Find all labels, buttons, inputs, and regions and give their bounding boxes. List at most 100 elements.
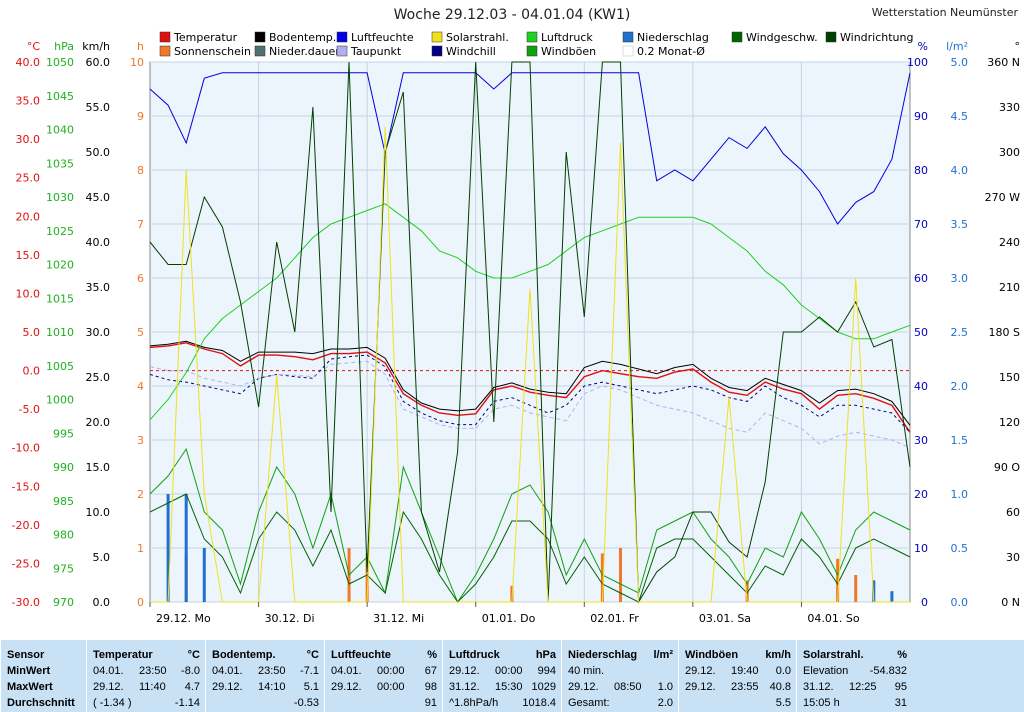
summary-cell-d: 15:05 h (803, 697, 840, 709)
axis-tick-sun: 5 (137, 326, 144, 339)
axis-tick-rain: 5.0 (951, 56, 969, 69)
summary-table: Sensor MinWert MaxWert Durchschnitt Temperat… (0, 640, 1024, 712)
summary-cell-d: 29.12. (685, 681, 716, 693)
axis-tick-rain: 3.5 (951, 218, 969, 231)
legend-label: Windgeschw. (746, 31, 818, 44)
summary-cell-t: 00:00 (377, 681, 405, 693)
summary-cell-v: 98 (424, 681, 437, 693)
axis-unit-direction: ° (1015, 40, 1021, 53)
axis-tick-wind: 55.0 (86, 101, 111, 114)
summary-cell-d: ( -1.34 ) (93, 697, 132, 709)
axis-tick-humidity: 90 (914, 110, 928, 123)
axis-tick-pressure: 1045 (46, 90, 74, 103)
summary-unit: km/h (765, 649, 791, 661)
axis-tick-wind: 40.0 (86, 236, 111, 249)
axis-tick-temp: -20.0 (12, 519, 40, 532)
axis-unit-temp: °C (27, 40, 41, 53)
summary-row: 04.01. 00:00 67 (325, 663, 443, 679)
axis-tick-direction: 150 (999, 371, 1020, 384)
summary-cell-v: 1.0 (657, 681, 673, 693)
summary-row: ^1.8hPa/h 1018.4 (443, 695, 562, 711)
summary-cell-v: 2.0 (657, 697, 673, 709)
axis-tick-rain: 0.5 (951, 542, 969, 555)
axis-tick-humidity: 40 (914, 380, 928, 393)
summary-header: Solarstrahl.% (797, 647, 913, 663)
summary-cell-v: 0.0 (775, 665, 791, 677)
summary-cell-v: 994 (537, 665, 556, 677)
summary-row: 91 (325, 695, 443, 711)
legend-label: Windchill (446, 45, 496, 58)
legend-label: Solarstrahl. (446, 31, 509, 44)
summary-row: 29.12. 19:40 0.0 (679, 663, 797, 679)
axis-tick-sun: 7 (137, 218, 144, 231)
summary-cell-d: Gesamt: (568, 697, 610, 709)
station-name: Wetterstation Neumünster (872, 6, 1019, 19)
series-temperatur (149, 342, 911, 433)
axis-tick-wind: 20.0 (86, 416, 111, 429)
axis-tick-pressure: 975 (53, 562, 74, 575)
summary-cell-t: 23:55 (731, 681, 759, 693)
axis-tick-temp: 0.0 (23, 365, 41, 378)
summary-cell-v: -7.1 (300, 665, 319, 677)
legend-swatch (526, 45, 538, 57)
summary-unit: % (897, 649, 907, 661)
summary-row: -0.53 (206, 695, 325, 711)
axis-tick-wind: 5.0 (93, 551, 111, 564)
summary-cell-v: 1018.4 (522, 697, 556, 709)
axis-tick-sun: 8 (137, 164, 144, 177)
summary-title: Solarstrahl. (803, 649, 864, 661)
summary-cell-t: 19:40 (731, 665, 759, 677)
summary-title: Sensor (7, 649, 45, 661)
legend-label: Temperatur (173, 31, 238, 44)
axis-tick-pressure: 1025 (46, 225, 74, 238)
summary-cell-d: 29.12. (568, 681, 599, 693)
summary-section: Bodentemp. °C 04.01. 23:50 -7.1 29.12. 14:10 5.… (205, 640, 324, 712)
axis-tick-pressure: 990 (53, 461, 74, 474)
legend-swatch (622, 45, 634, 57)
series-windb-en (149, 447, 911, 604)
axis-tick-wind: 0.0 (93, 596, 111, 609)
summary-cell-v: -8.0 (181, 665, 200, 677)
axis-tick-humidity: 70 (914, 218, 928, 231)
legend-swatch (336, 45, 348, 57)
summary-row: 04.01. 23:50 -8.0 (87, 663, 206, 679)
x-label-day: 01.01. Do (482, 612, 536, 625)
axis-tick-wind: 10.0 (86, 506, 111, 519)
legend-label: Nieder.dauer (269, 45, 340, 58)
summary-cell-v: -0.53 (293, 697, 319, 709)
legend-swatch (254, 45, 266, 57)
x-label-day: 31.12. Mi (373, 612, 424, 625)
summary-row: 29.12. 00:00 994 (443, 663, 562, 679)
x-label-day: 29.12. Mo (156, 612, 211, 625)
bar-sonnenschein (365, 553, 369, 602)
summary-section: Luftdruck hPa 29.12. 00:00 994 31.12. 15:30 102… (442, 640, 561, 712)
bar-sonnenschein (600, 553, 604, 602)
summary-cell-v: 67 (424, 665, 437, 677)
summary-row: 29.12. 23:55 40.8 (679, 679, 797, 695)
axis-unit-wind: km/h (82, 40, 110, 53)
axis-tick-humidity: 80 (914, 164, 928, 177)
axis-tick-sun: 6 (137, 272, 144, 285)
axis-tick-temp: -10.0 (12, 442, 40, 455)
axis-tick-humidity: 60 (914, 272, 928, 285)
axis-tick-humidity: 50 (914, 326, 928, 339)
summary-header: Bodentemp. °C (206, 647, 325, 663)
axis-tick-temp: -5.0 (19, 403, 40, 416)
bar-sonnenschein (745, 580, 749, 602)
axis-unit-sun: h (137, 40, 144, 53)
legend-label: Luftfeuchte (351, 31, 414, 44)
axis-unit-humidity: % (918, 40, 928, 53)
grid-lines (150, 61, 910, 603)
axis-tick-wind: 30.0 (86, 326, 111, 339)
summary-cell-v: 91 (424, 697, 437, 709)
axis-tick-direction: 30 (1006, 551, 1020, 564)
summary-header: Luftdruck hPa (443, 647, 562, 663)
x-label-day: 04.01. So (807, 612, 859, 625)
axis-tick-rain: 0.0 (951, 596, 969, 609)
axis-tick-direction: 210 (999, 281, 1020, 294)
legend-swatch (731, 31, 743, 43)
summary-cell-d: 29.12. (449, 665, 480, 677)
summary-cell-d: 29.12. (93, 681, 124, 693)
summary-section: Solarstrahl.% Elevation -54.832 31.12. 12:25… (796, 640, 912, 712)
